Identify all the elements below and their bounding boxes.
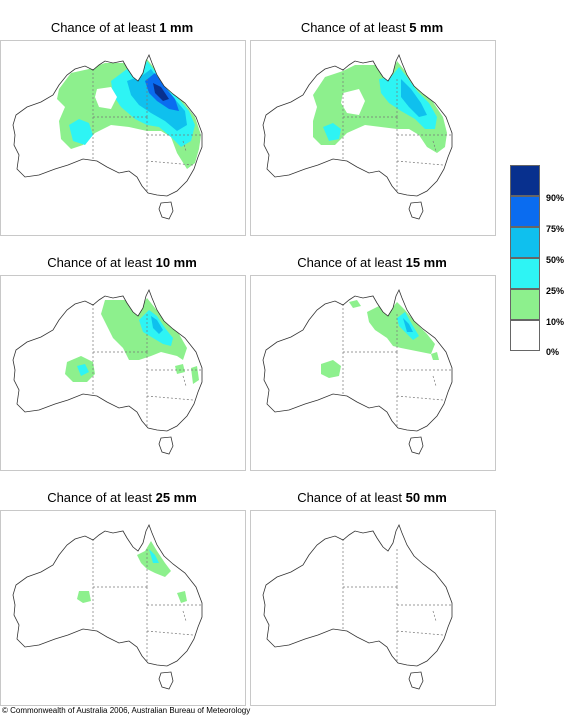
rainfall-probability-region	[431, 547, 437, 555]
coastline	[262, 289, 453, 432]
legend-swatch-25	[510, 258, 540, 289]
legend-label-0: 0%	[546, 347, 560, 357]
legend-label-25: 25%	[546, 286, 565, 296]
state-borders	[92, 539, 201, 661]
rainfall-probability-region	[349, 300, 361, 308]
state-borders	[342, 69, 451, 191]
rainfall-probability-region	[191, 366, 199, 384]
tasmania	[158, 201, 174, 220]
coastline	[262, 524, 453, 667]
rainfall-probability-region	[341, 89, 365, 115]
state-borders	[92, 304, 201, 426]
panel-title: Chance of at least 10 mm	[47, 255, 197, 270]
coastline	[12, 54, 203, 197]
legend-label-10: 10%	[546, 317, 565, 327]
state-borders	[342, 304, 451, 426]
rainfall-probability-region	[31, 318, 43, 328]
panel-title: Chance of at least 25 mm	[47, 490, 197, 505]
rainfall-probability-region	[77, 364, 89, 376]
australia-landmass	[263, 525, 452, 666]
australia-map	[0, 510, 246, 706]
panel-title: Chance of at least 15 mm	[297, 255, 447, 270]
state-borders	[92, 69, 201, 191]
panel-title: Chance of at least 50 mm	[297, 490, 447, 505]
legend-swatch-90	[510, 165, 540, 196]
rainfall-probability-region	[95, 87, 117, 109]
state-borders	[342, 539, 451, 661]
australia-map	[250, 510, 496, 706]
rainfall-probability-region	[153, 83, 169, 101]
tasmania	[408, 671, 424, 690]
rainfall-probability-region	[177, 591, 187, 603]
coastline	[12, 289, 203, 432]
rainfall-probability-region	[403, 318, 413, 332]
legend-label-90: 90%	[546, 193, 565, 203]
rainfall-probability-region	[149, 549, 159, 563]
rainfall-probability-region	[77, 591, 91, 603]
australia-landmass	[13, 525, 202, 666]
australia-map	[250, 40, 496, 236]
coastline	[12, 524, 203, 667]
australia-map	[0, 275, 246, 471]
tasmania	[158, 671, 174, 690]
tasmania	[408, 201, 424, 220]
rainfall-probability-region	[401, 79, 427, 117]
legend-label-50: 50%	[546, 255, 565, 265]
panel-title: Chance of at least 5 mm	[300, 20, 444, 35]
legend-label-75: 75%	[546, 224, 565, 234]
tasmania	[158, 436, 174, 455]
coastline	[262, 54, 453, 197]
australia-map	[250, 275, 496, 471]
legend-swatch-0	[510, 320, 540, 351]
australia-landmass	[263, 290, 452, 431]
australia-map	[0, 40, 246, 236]
rainfall-probability-region	[431, 352, 439, 360]
rainfall-probability-region	[323, 123, 341, 141]
probability-legend: 90% 75% 50% 25% 10% 0%	[510, 165, 570, 360]
panel-title: Chance of at least 1 mm	[50, 20, 194, 35]
rainfall-probability-region	[151, 316, 163, 334]
legend-swatch-75	[510, 196, 540, 227]
rainfall-probability-region	[175, 364, 185, 374]
rainfall-probability-region	[321, 360, 341, 378]
copyright-footer: © Commonwealth of Australia 2006, Austra…	[2, 706, 251, 715]
legend-swatch-50	[510, 227, 540, 258]
tasmania	[408, 436, 424, 455]
legend-swatch-10	[510, 289, 540, 320]
rainfall-probability-region	[69, 119, 93, 145]
